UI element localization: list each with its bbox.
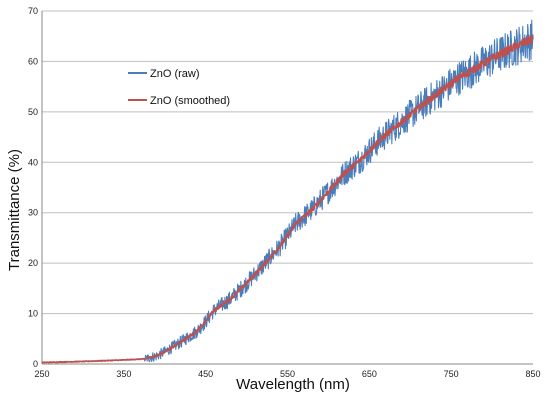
y-tick-label: 30 (28, 208, 38, 218)
series-line-raw (41, 19, 534, 364)
plot-area (41, 19, 534, 364)
y-tick-label: 40 (28, 157, 38, 167)
legend-label-raw: ZnO (raw) (150, 68, 200, 80)
x-tick-label: 350 (116, 369, 131, 379)
y-tick-label: 50 (28, 107, 38, 117)
y-axis-title: Transmittance (%) (6, 149, 23, 271)
x-tick-label: 850 (525, 369, 540, 379)
x-tick-label: 750 (444, 369, 459, 379)
x-tick-labels: 250 350 450 550 650 750 850 (34, 369, 540, 379)
y-tick-label: 60 (28, 56, 38, 66)
x-tick-label: 550 (280, 369, 295, 379)
x-tick-label: 450 (198, 369, 213, 379)
y-tick-label: 20 (28, 258, 38, 268)
legend: ZnO (raw) ZnO (smoothed) (128, 68, 230, 107)
y-tick-labels: 0 10 20 30 40 50 60 70 (28, 6, 38, 369)
gridlines (42, 10, 533, 315)
legend-label-smoothed: ZnO (smoothed) (150, 95, 230, 107)
y-tick-label: 0 (33, 359, 38, 369)
axes (41, 11, 533, 365)
x-tick-label: 650 (362, 369, 377, 379)
x-axis-title: Wavelength (nm) (236, 376, 350, 393)
y-tick-label: 10 (28, 309, 38, 319)
series-line-smoothed (41, 34, 534, 364)
x-tick-label: 250 (34, 369, 49, 379)
y-tick-label: 70 (28, 6, 38, 16)
